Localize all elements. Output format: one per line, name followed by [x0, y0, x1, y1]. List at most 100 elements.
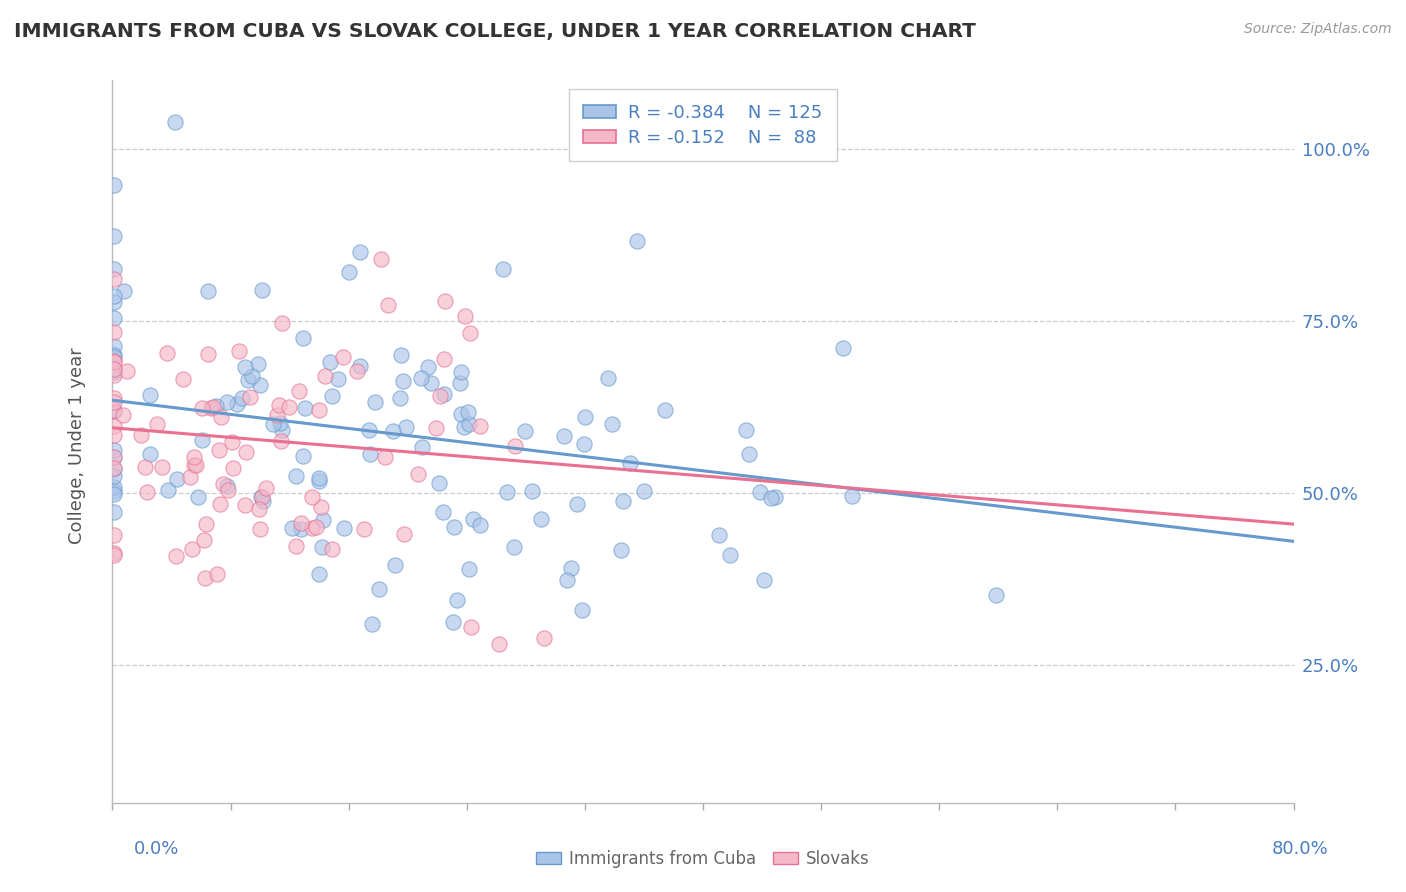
Point: [374, 450, 396, 465]
Point: [610, 542, 633, 557]
Point: [533, 631, 555, 645]
Point: [111, 409, 134, 423]
Point: [228, 343, 250, 358]
Point: [156, 483, 179, 498]
Point: [290, 522, 312, 536]
Point: [103, 403, 125, 417]
Point: [600, 417, 623, 431]
Point: [165, 549, 187, 563]
Point: [103, 487, 125, 501]
Point: [222, 461, 245, 475]
Point: [443, 519, 465, 533]
Point: [190, 401, 212, 416]
Point: [208, 497, 231, 511]
Point: [311, 540, 333, 554]
Point: [193, 533, 215, 547]
Point: [103, 272, 125, 286]
Point: [449, 376, 471, 391]
Point: [236, 373, 259, 387]
Text: IMMIGRANTS FROM CUBA VS SLOVAK COLLEGE, UNDER 1 YEAR CORRELATION CHART: IMMIGRANTS FROM CUBA VS SLOVAK COLLEGE, …: [14, 22, 976, 41]
Point: [612, 494, 634, 508]
Point: [200, 401, 222, 416]
Point: [103, 368, 125, 383]
Point: [349, 359, 371, 373]
Point: [503, 540, 526, 554]
Point: [453, 420, 475, 434]
Point: [432, 506, 454, 520]
Point: [103, 289, 125, 303]
Point: [183, 458, 205, 473]
Point: [103, 178, 125, 192]
Point: [135, 485, 157, 500]
Point: [187, 491, 209, 505]
Point: [269, 416, 291, 430]
Point: [326, 371, 349, 385]
Point: [262, 417, 284, 431]
Point: [103, 325, 125, 339]
Point: [574, 409, 596, 424]
Point: [458, 417, 481, 431]
Point: [633, 483, 655, 498]
Point: [353, 522, 375, 536]
Point: [596, 371, 619, 385]
Point: [103, 403, 125, 417]
Point: [391, 374, 413, 388]
Point: [103, 365, 125, 379]
Point: [235, 444, 257, 458]
Point: [270, 434, 292, 448]
Point: [626, 234, 648, 248]
Point: [146, 417, 169, 432]
Point: [103, 395, 125, 409]
Point: [346, 364, 368, 378]
Point: [103, 362, 125, 376]
Text: 80.0%: 80.0%: [1272, 840, 1329, 858]
Point: [247, 502, 270, 516]
Point: [530, 512, 553, 526]
Point: [986, 588, 1008, 602]
Point: [411, 371, 433, 385]
Point: [332, 350, 354, 364]
Point: [308, 402, 330, 417]
Point: [103, 229, 125, 244]
Point: [359, 447, 381, 461]
Point: [249, 522, 271, 536]
Point: [458, 326, 481, 340]
Legend: Immigrants from Cuba, Slovaks: Immigrants from Cuba, Slovaks: [529, 844, 877, 875]
Point: [553, 428, 575, 442]
Point: [707, 528, 730, 542]
Point: [309, 500, 332, 515]
Point: [252, 493, 274, 508]
Point: [468, 517, 491, 532]
Point: [103, 310, 125, 325]
Point: [112, 285, 135, 299]
Point: [103, 428, 125, 442]
Point: [103, 391, 125, 405]
Point: [103, 294, 125, 309]
Point: [186, 458, 208, 472]
Text: 0.0%: 0.0%: [134, 840, 179, 858]
Point: [392, 527, 415, 541]
Point: [208, 443, 231, 458]
Point: [450, 407, 472, 421]
Point: [103, 353, 125, 368]
Point: [560, 561, 582, 575]
Point: [267, 398, 290, 412]
Point: [221, 435, 243, 450]
Point: [368, 582, 391, 596]
Point: [197, 347, 219, 361]
Point: [165, 114, 187, 128]
Point: [395, 419, 418, 434]
Point: [453, 309, 475, 323]
Point: [103, 362, 125, 376]
Point: [103, 262, 125, 277]
Point: [460, 620, 482, 634]
Point: [290, 516, 312, 530]
Point: [103, 548, 125, 562]
Point: [520, 484, 543, 499]
Point: [425, 421, 447, 435]
Point: [266, 408, 288, 422]
Point: [103, 450, 125, 464]
Point: [202, 400, 225, 414]
Point: [433, 351, 456, 366]
Text: Source: ZipAtlas.com: Source: ZipAtlas.com: [1244, 22, 1392, 37]
